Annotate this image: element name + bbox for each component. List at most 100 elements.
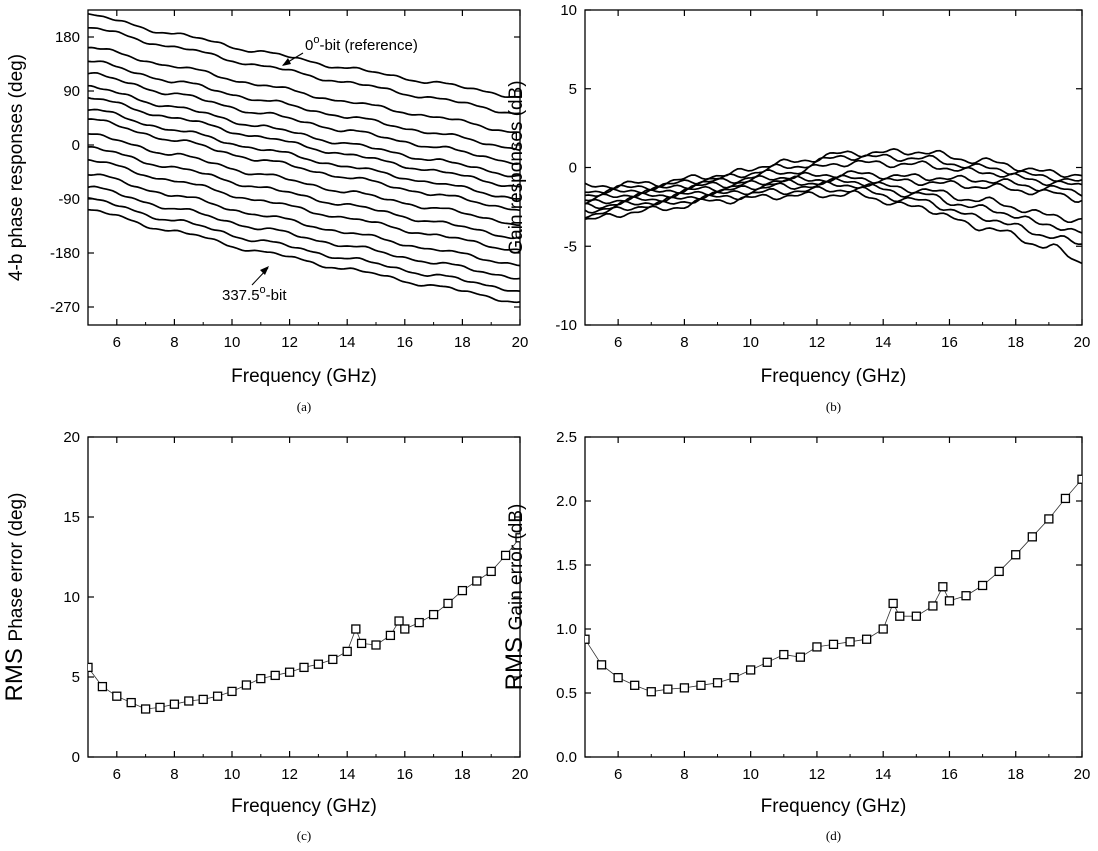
x-tick-label: 20 <box>512 334 529 351</box>
y-tick-label: -180 <box>50 245 80 262</box>
y-tick-label: 15 <box>63 509 80 526</box>
data-point <box>515 533 520 543</box>
x-tick-label: 16 <box>396 766 413 783</box>
y-axis-label: RMS Gain error (dB) <box>501 504 528 691</box>
x-tick-label: 8 <box>680 766 688 783</box>
y-tick-label: 0 <box>72 137 80 154</box>
plot-frame <box>87 9 521 326</box>
y-tick-label: -90 <box>58 191 80 208</box>
data-point <box>112 691 122 701</box>
data-layer <box>585 148 1082 265</box>
data-point <box>895 611 905 621</box>
data-point <box>472 576 482 586</box>
data-point <box>394 616 404 626</box>
y-tick-label: 0.5 <box>556 685 577 702</box>
data-point <box>646 687 656 697</box>
data-point <box>828 639 839 650</box>
series-line <box>88 133 520 226</box>
series-line <box>88 173 520 267</box>
x-tick-label: 6 <box>113 334 121 351</box>
y-tick-label: 20 <box>63 429 80 446</box>
x-tick-label: 16 <box>396 334 413 351</box>
data-point <box>169 699 180 709</box>
data-layer <box>585 474 1082 697</box>
series-line <box>585 478 1082 693</box>
data-point <box>500 550 511 561</box>
y-axis-label-prefix: RMS <box>501 630 528 690</box>
data-point <box>486 566 496 577</box>
x-tick-label: 6 <box>113 766 121 783</box>
data-layer <box>88 12 520 304</box>
data-point <box>1027 532 1037 542</box>
series-line <box>88 185 520 280</box>
series-line <box>88 158 520 251</box>
data-point <box>630 680 640 690</box>
data-point <box>126 697 136 708</box>
data-point <box>888 598 898 609</box>
data-point <box>613 672 623 683</box>
series-line <box>585 180 1082 234</box>
y-axis-label-prefix: RMS <box>1 641 28 701</box>
data-point <box>184 696 194 706</box>
x-axis-label: Frequency (GHz) <box>231 366 377 387</box>
y-axis-label: 4-b phase responses (deg) <box>6 54 27 281</box>
y-tick-label: -5 <box>564 238 577 255</box>
data-point <box>812 642 822 652</box>
y-axis-label-text: Phase error (deg) <box>6 493 27 642</box>
data-point <box>729 672 739 683</box>
x-axis-label: Frequency (GHz) <box>761 796 907 817</box>
y-tick-label: 180 <box>55 29 80 46</box>
x-tick-label: 12 <box>281 334 298 351</box>
data-point <box>938 582 948 592</box>
x-tick-label: 16 <box>941 334 958 351</box>
y-tick-label: -270 <box>50 299 80 316</box>
data-point <box>911 611 921 621</box>
series-line <box>88 537 520 710</box>
x-tick-label: 18 <box>454 334 471 351</box>
y-tick-label: 10 <box>560 2 577 19</box>
data-point <box>299 662 309 673</box>
y-tick-label: 10 <box>63 589 80 606</box>
data-point <box>443 598 453 609</box>
series-line <box>585 170 1082 202</box>
annotation-reference-bit: 0o-bit (reference) <box>305 34 418 54</box>
series-line <box>88 12 520 98</box>
data-point <box>779 649 789 660</box>
annotation-last-bit: 337.5o-bit <box>222 284 287 304</box>
x-tick-label: 6 <box>614 334 622 351</box>
panel-a: 6 8 10 12 14 16 18 20 180 90 0 -90 -180 -270 Frequency… <box>6 9 529 414</box>
data-point <box>1011 550 1021 560</box>
plot-frame <box>584 436 1083 758</box>
series-line <box>585 177 1082 224</box>
data-point <box>746 665 756 675</box>
y-axis-label: Gain responses (dB) <box>506 80 527 254</box>
series-line <box>88 96 520 188</box>
series-line <box>88 26 520 115</box>
data-point <box>457 585 468 596</box>
data-point <box>241 680 252 690</box>
data-point <box>1077 474 1082 484</box>
data-point <box>198 694 208 705</box>
data-point <box>88 662 93 673</box>
x-tick-label: 18 <box>1007 766 1024 783</box>
y-tick-label: 0 <box>569 160 577 177</box>
y-tick-label: 0.0 <box>556 749 577 766</box>
arrow-head-icon <box>260 266 269 275</box>
data-point <box>994 566 1004 577</box>
data-layer <box>88 533 520 714</box>
x-tick-label: 10 <box>742 334 759 351</box>
plot-frame <box>584 9 1083 326</box>
x-axis-label: Frequency (GHz) <box>231 796 377 817</box>
data-point <box>977 580 988 591</box>
y-tick-label: 90 <box>63 83 80 100</box>
data-point <box>596 660 607 670</box>
data-point <box>414 617 424 628</box>
x-tick-label: 12 <box>809 766 826 783</box>
data-point <box>663 684 673 694</box>
y-tick-label: 0 <box>72 749 80 766</box>
data-point <box>227 686 237 697</box>
series-line <box>585 185 1082 246</box>
series-line <box>585 174 1082 205</box>
data-point <box>351 624 361 634</box>
series-line <box>88 84 520 178</box>
